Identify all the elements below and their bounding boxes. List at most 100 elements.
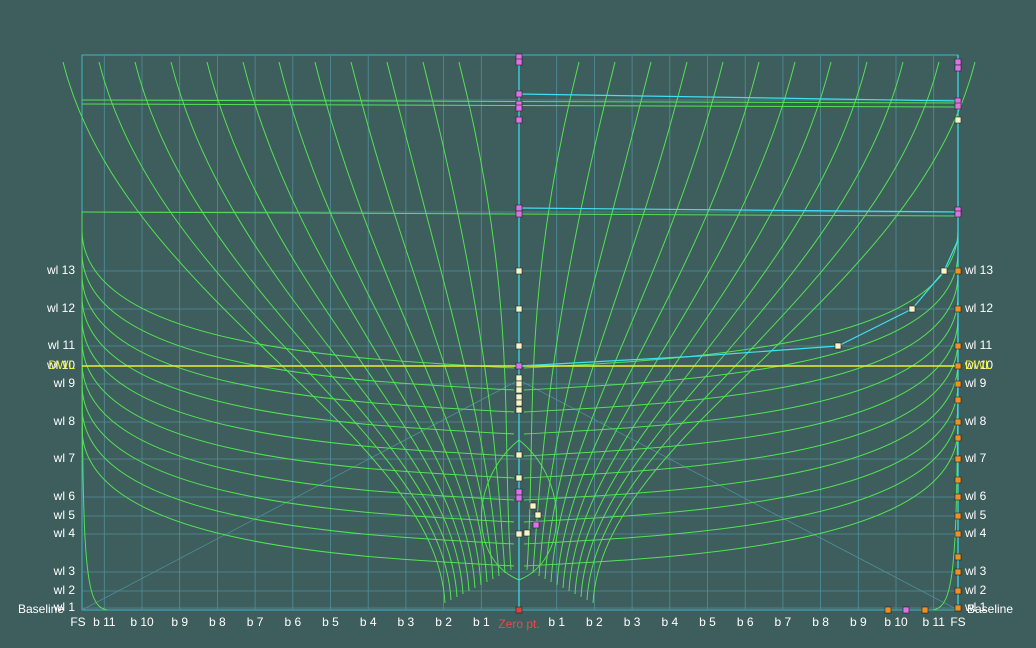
waterline-label: wl 5: [964, 508, 987, 522]
buttock-label: b 1: [473, 615, 490, 629]
control-point: [955, 381, 961, 387]
control-point: [955, 569, 961, 575]
waterline-label: wl 13: [964, 263, 993, 277]
control-point: [955, 605, 961, 611]
waterline-label: wl 9: [53, 376, 76, 390]
control-point: [955, 397, 961, 403]
control-point: [516, 363, 522, 369]
buttock-label: b 4: [360, 615, 377, 629]
buttock-label: b 9: [850, 615, 867, 629]
control-point: [530, 503, 536, 509]
waterline-label: wl 6: [53, 489, 76, 503]
control-point: [955, 343, 961, 349]
control-point: [955, 419, 961, 425]
control-point: [533, 522, 539, 528]
waterline-label: wl 11: [964, 338, 992, 352]
control-point: [955, 588, 961, 594]
control-point: [516, 475, 522, 481]
waterline-label: wl 8: [53, 414, 76, 428]
control-point: [516, 91, 522, 97]
control-point: [524, 530, 530, 536]
waterline-label: wl 4: [53, 526, 76, 540]
buttock-label: b 4: [661, 615, 678, 629]
buttock-label: b 3: [624, 615, 641, 629]
buttock-label: b 1: [548, 615, 565, 629]
control-point: [516, 407, 522, 413]
waterline-label: wl 6: [964, 489, 987, 503]
buttock-label: b 6: [737, 615, 754, 629]
control-point: [516, 211, 522, 217]
control-point: [516, 452, 522, 458]
control-point: [955, 435, 961, 441]
buttock-label: b 11: [93, 615, 116, 629]
control-point: [955, 65, 961, 71]
control-point: [955, 456, 961, 462]
control-point: [955, 554, 961, 560]
buttock-label: b 9: [171, 615, 188, 629]
control-point: [955, 363, 961, 369]
control-point: [955, 306, 961, 312]
control-point: [909, 306, 915, 312]
buttock-label: b 5: [322, 615, 339, 629]
control-point: [516, 268, 522, 274]
buttock-label: b 10: [884, 615, 908, 629]
control-point: [955, 513, 961, 519]
control-point: [955, 477, 961, 483]
baseline-label: Baseline: [18, 602, 64, 616]
waterline-label: wl 7: [964, 451, 987, 465]
control-point: [516, 400, 522, 406]
waterline-label: wl 8: [964, 414, 987, 428]
waterline-label: wl 5: [53, 508, 76, 522]
waterline-label: wl 3: [964, 564, 987, 578]
control-point: [535, 512, 541, 518]
buttock-label: b 8: [812, 615, 829, 629]
control-point: [516, 489, 522, 495]
control-point: [516, 495, 522, 501]
control-point: [955, 211, 961, 217]
fs-label: FS: [950, 615, 965, 629]
control-point: [516, 381, 522, 387]
control-point: [516, 607, 522, 613]
buttock-label: b 11: [922, 615, 945, 629]
waterline-label: wl 12: [46, 301, 75, 315]
control-point: [922, 607, 928, 613]
control-point: [955, 103, 961, 109]
baseline-label: Baseline: [967, 602, 1013, 616]
buttock-label: b 3: [398, 615, 415, 629]
buttock-label: b 6: [284, 615, 301, 629]
waterline-label: wl 2: [53, 583, 76, 597]
control-point: [516, 375, 522, 381]
control-point: [516, 394, 522, 400]
control-point: [516, 117, 522, 123]
control-point: [516, 343, 522, 349]
control-point: [941, 268, 947, 274]
waterline-label: wl 2: [964, 583, 987, 597]
control-point: [835, 343, 841, 349]
dwl-label: DWL: [48, 358, 75, 372]
waterline-label: wl 11: [47, 338, 75, 352]
buttock-label: b 10: [130, 615, 154, 629]
control-point: [516, 105, 522, 111]
buttock-label: b 7: [247, 615, 264, 629]
control-point: [955, 117, 961, 123]
waterline-label: wl 13: [46, 263, 75, 277]
buttock-label: b 2: [586, 615, 603, 629]
control-point: [516, 205, 522, 211]
control-point: [955, 268, 961, 274]
control-point: [516, 306, 522, 312]
control-point: [903, 607, 909, 613]
waterline-label: wl 9: [964, 376, 987, 390]
waterline-label: wl 7: [53, 451, 76, 465]
control-point: [516, 387, 522, 393]
control-point: [955, 531, 961, 537]
waterline-label: wl 3: [53, 564, 76, 578]
dwl-label: DWL: [965, 358, 992, 372]
control-point: [885, 607, 891, 613]
fs-label: FS: [70, 615, 85, 629]
buttock-label: b 2: [435, 615, 452, 629]
buttock-label: b 7: [775, 615, 792, 629]
buttock-label: b 8: [209, 615, 226, 629]
buttock-label: b 5: [699, 615, 716, 629]
control-point: [955, 59, 961, 65]
control-point: [516, 531, 522, 537]
